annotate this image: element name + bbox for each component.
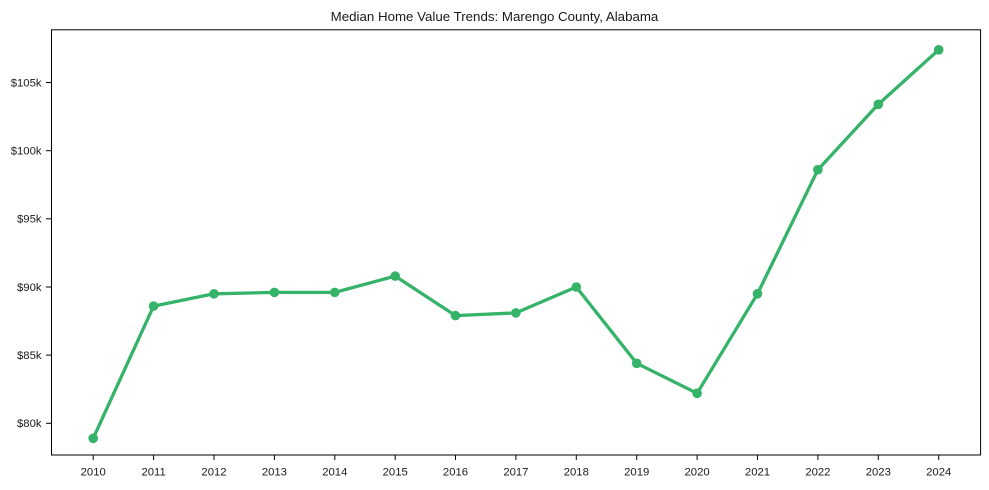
svg-text:2011: 2011	[141, 467, 165, 479]
svg-text:2021: 2021	[745, 467, 770, 479]
svg-text:2024: 2024	[926, 467, 951, 479]
svg-text:$80k: $80k	[17, 418, 42, 430]
svg-text:$85k: $85k	[17, 350, 42, 362]
svg-text:$100k: $100k	[11, 146, 42, 158]
svg-text:2022: 2022	[805, 467, 830, 479]
svg-text:$105k: $105k	[11, 77, 42, 89]
svg-text:2023: 2023	[866, 467, 891, 479]
svg-text:2019: 2019	[624, 467, 649, 479]
svg-text:$95k: $95k	[17, 214, 42, 226]
svg-text:$90k: $90k	[17, 282, 42, 294]
svg-text:2010: 2010	[81, 467, 106, 479]
svg-text:2016: 2016	[443, 467, 468, 479]
svg-text:2012: 2012	[201, 467, 226, 479]
svg-text:2014: 2014	[322, 467, 347, 479]
svg-text:2017: 2017	[503, 467, 528, 479]
svg-text:2018: 2018	[564, 467, 589, 479]
svg-text:2020: 2020	[685, 467, 710, 479]
svg-text:2013: 2013	[262, 467, 287, 479]
svg-text:2015: 2015	[383, 467, 408, 479]
